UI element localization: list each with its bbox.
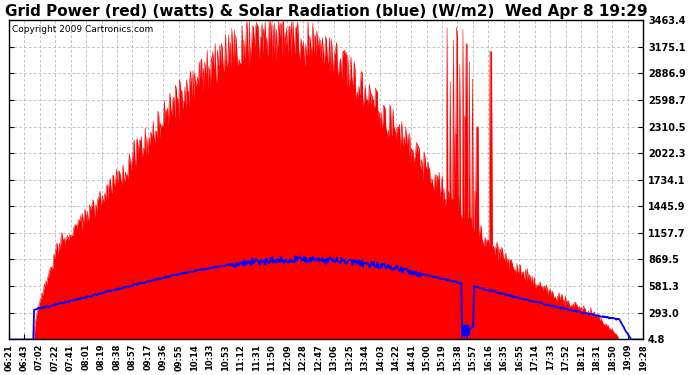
- Title: Grid Power (red) (watts) & Solar Radiation (blue) (W/m2)  Wed Apr 8 19:29: Grid Power (red) (watts) & Solar Radiati…: [5, 4, 647, 19]
- Text: Copyright 2009 Cartronics.com: Copyright 2009 Cartronics.com: [12, 25, 153, 34]
